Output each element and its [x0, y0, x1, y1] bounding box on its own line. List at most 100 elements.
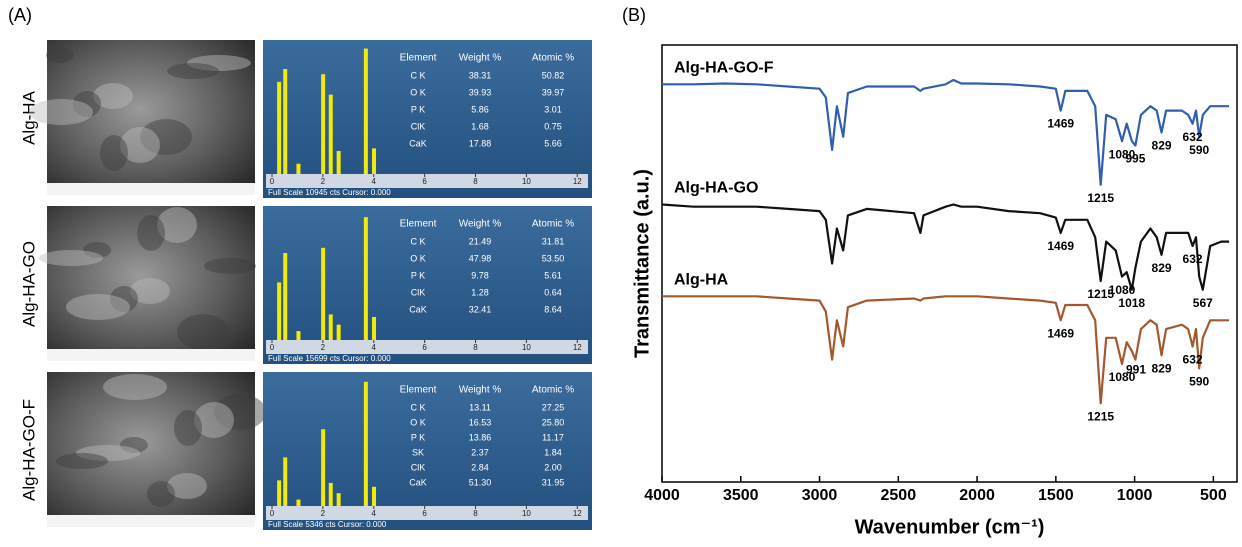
table-cell: O K [410, 417, 426, 427]
table-header: Atomic % [532, 219, 574, 230]
sem-texture [29, 99, 93, 125]
sem-image [47, 206, 255, 361]
x-tick-label: 12 [573, 343, 582, 352]
table-cell: 47.98 [469, 253, 492, 263]
peak-label: 1080 [1109, 283, 1136, 297]
table-cell: 13.11 [469, 402, 491, 412]
sem-texture [100, 135, 128, 171]
table-cell: 17.88 [469, 138, 492, 148]
sem-texture [167, 473, 207, 499]
peak-label: 1469 [1047, 117, 1074, 131]
table-cell: ClK [411, 462, 426, 472]
x-tick-label: 4 [372, 343, 377, 352]
table-header: Weight % [459, 219, 502, 230]
spectrum-line [662, 295, 1230, 405]
eds-peak [283, 457, 288, 506]
sample-label: Alg-HA-GO-F [19, 399, 38, 501]
series-label: Alg-HA-GO-F [674, 60, 774, 77]
table-cell: 31.95 [542, 477, 565, 487]
table-cell: 21.49 [469, 236, 492, 246]
sem-texture [167, 63, 219, 79]
table-cell: 0.64 [544, 287, 562, 297]
x-tick-label: 2000 [959, 487, 995, 504]
table-header: Element [400, 53, 437, 64]
table-cell: 13.86 [469, 432, 492, 442]
x-tick-label: 0 [270, 509, 275, 518]
sem-texture [174, 410, 202, 446]
eds-peak [372, 486, 377, 506]
x-tick-label: 4 [372, 509, 377, 518]
sem-texture [103, 374, 167, 400]
table-cell: P K [411, 432, 425, 442]
table-cell: 27.25 [542, 402, 565, 412]
series-label: Alg-HA-GO [674, 180, 758, 197]
table-cell: 1.84 [544, 447, 562, 457]
x-tick-label: 0 [270, 343, 275, 352]
sem-texture [46, 47, 74, 63]
table-cell: 50.82 [542, 70, 565, 80]
x-tick-label: 2 [321, 177, 326, 186]
spectrum-line [662, 78, 1230, 186]
eds-peak [321, 429, 326, 506]
sem-texture [177, 314, 229, 350]
table-cell: 2.84 [471, 462, 489, 472]
table-header: Element [400, 219, 437, 230]
x-tick-label: 2 [321, 343, 326, 352]
y-axis-label: Transmittance (a.u.) [631, 169, 653, 358]
x-tick-label: 3000 [802, 487, 838, 504]
peak-label: 1080 [1109, 370, 1136, 384]
eds-peak [328, 482, 333, 506]
eds-footer: Full Scale 10945 cts Cursor: 0.000 [268, 188, 391, 197]
x-tick-label: 10 [522, 509, 531, 518]
eds-footer: Full Scale 15699 cts Cursor: 0.000 [268, 354, 391, 363]
x-tick-label: 6 [422, 509, 427, 518]
table-cell: 5.66 [544, 138, 562, 148]
sem-image [47, 40, 255, 195]
table-cell: 25.80 [542, 417, 565, 427]
x-tick-label: 500 [1200, 487, 1227, 504]
x-tick-label: 6 [422, 343, 427, 352]
peak-label: 829 [1152, 139, 1172, 153]
eds-peak [328, 94, 333, 174]
x-axis-label: Wavenumber (cm⁻¹) [855, 516, 1045, 538]
peak-label: 1215 [1087, 410, 1114, 424]
eds-peak [372, 148, 377, 174]
eds-peak [277, 81, 282, 174]
eds-peak [321, 74, 326, 174]
eds-peak [363, 217, 368, 340]
peak-label: 1469 [1047, 239, 1074, 253]
x-tick-label: 1000 [1117, 487, 1153, 504]
table-cell: 5.61 [544, 270, 562, 280]
x-tick-label: 8 [473, 177, 478, 186]
eds-peak [336, 493, 341, 506]
table-cell: 3.01 [544, 104, 562, 114]
eds-peak [336, 150, 341, 174]
table-cell: 31.81 [542, 236, 565, 246]
x-tick-label: 2500 [881, 487, 917, 504]
peak-label: 590 [1189, 143, 1209, 157]
x-tick-label: 3500 [723, 487, 759, 504]
peak-label: 995 [1125, 152, 1145, 166]
table-cell: 5.86 [471, 104, 489, 114]
peak-label: 1469 [1047, 326, 1074, 340]
x-tick-label: 6 [422, 177, 427, 186]
eds-peak [328, 314, 333, 340]
table-header: Weight % [459, 385, 502, 396]
table-cell: P K [411, 104, 425, 114]
panel-label: (A) [8, 5, 32, 25]
eds-peak [277, 480, 282, 506]
sample-label: Alg-HA [19, 90, 38, 145]
sem-image [47, 372, 255, 527]
sem-texture [110, 286, 138, 312]
table-cell: 1.68 [471, 121, 489, 131]
eds-panel [263, 372, 592, 530]
eds-panel [263, 206, 592, 364]
sem-texture [73, 91, 101, 117]
plot-frame [661, 44, 1238, 483]
table-cell: 2.37 [471, 447, 489, 457]
table-cell: O K [410, 87, 426, 97]
table-header: Element [400, 385, 437, 396]
eds-axis-band [266, 174, 588, 188]
eds-axis-band [266, 340, 588, 354]
